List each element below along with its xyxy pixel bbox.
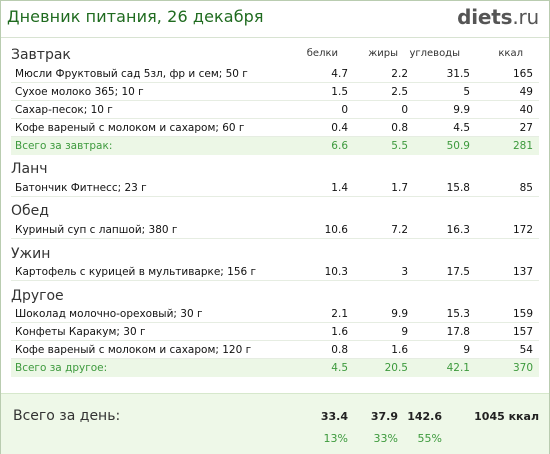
table-row: Кофе вареный с молоком и сахаром; 120 г … (11, 341, 539, 359)
fat-value: 9.9 (391, 308, 408, 320)
carbs-value: 17.5 (446, 266, 470, 278)
column-header-carbs: углеводы (409, 48, 460, 59)
protein-total: 6.6 (331, 140, 348, 152)
protein-value: 1.6 (331, 326, 348, 338)
day-fat-total: 37.9 (370, 410, 398, 423)
food-name: Кофе вареный с молоком и сахаром; 60 г (15, 122, 245, 134)
column-header-kcal: ккал (498, 48, 523, 59)
food-name: Конфеты Каракум; 30 г (15, 326, 146, 338)
kcal-value: 40 (519, 104, 533, 116)
fat-value: 3 (401, 266, 408, 278)
kcal-total: 370 (512, 362, 533, 374)
carbs-value: 5 (463, 86, 470, 98)
protein-value: 0.4 (331, 122, 348, 134)
fat-value: 1.6 (391, 344, 408, 356)
table-row: Куриный суп с лапшой; 380 г 10.6 7.2 16.… (11, 221, 539, 239)
logo-domain: .ru (512, 5, 539, 29)
food-name: Сухое молоко 365; 10 г (15, 86, 144, 98)
protein-value: 0 (341, 104, 348, 116)
kcal-value: 27 (519, 122, 533, 134)
day-protein-total: 33.4 (320, 410, 348, 423)
section-title-other: Другое (11, 288, 64, 304)
total-label: Всего за завтрак: (15, 140, 113, 152)
protein-total: 4.5 (331, 362, 348, 374)
protein-value: 1.4 (331, 182, 348, 194)
page-title: Дневник питания, 26 декабря (7, 7, 264, 26)
kcal-total: 281 (512, 140, 533, 152)
site-logo[interactable]: diets.ru (457, 5, 539, 29)
fat-value: 0.8 (391, 122, 408, 134)
carbs-value: 9 (463, 344, 470, 356)
carbs-value: 15.8 (446, 182, 470, 194)
day-carbs-percent: 55% (417, 432, 442, 445)
table-row: Батончик Фитнесс; 23 г 1.4 1.7 15.8 85 (11, 179, 539, 197)
food-name: Сахар-песок; 10 г (15, 104, 113, 116)
kcal-value: 85 (519, 182, 533, 194)
fat-total: 5.5 (391, 140, 408, 152)
food-name: Батончик Фитнесс; 23 г (15, 182, 147, 194)
kcal-value: 157 (512, 326, 533, 338)
food-name: Картофель с курицей в мультиварке; 156 г (15, 266, 257, 278)
day-fat-percent: 33% (373, 432, 398, 445)
section-title-lunch: Ланч (11, 161, 48, 177)
fat-value: 0 (401, 104, 408, 116)
kcal-value: 165 (512, 68, 533, 80)
table-row: Кофе вареный с молоком и сахаром; 60 г 0… (11, 119, 539, 137)
food-name: Шоколад молочно-ореховый; 30 г (15, 308, 203, 320)
carbs-total: 42.1 (446, 362, 470, 374)
column-header-protein: белки (306, 48, 338, 59)
table-row: Сахар-песок; 10 г 0 0 9.9 40 (11, 101, 539, 119)
column-header-fat: жиры (368, 48, 398, 59)
day-total-box: Всего за день: 33.4 37.9 142.6 1045 ккал… (1, 393, 549, 454)
kcal-value: 159 (512, 308, 533, 320)
section-total-row: Всего за другое: 4.5 20.5 42.1 370 (11, 359, 539, 377)
section-title-dinner: Обед (11, 203, 49, 219)
kcal-value: 172 (512, 224, 533, 236)
carbs-value: 15.3 (446, 308, 470, 320)
carbs-total: 50.9 (446, 140, 470, 152)
day-kcal-total: 1045 ккал (474, 410, 539, 423)
total-label: Всего за другое: (15, 362, 108, 374)
fat-value: 1.7 (391, 182, 408, 194)
carbs-value: 17.8 (446, 326, 470, 338)
kcal-value: 54 (519, 344, 533, 356)
table-row: Сухое молоко 365; 10 г 1.5 2.5 5 49 (11, 83, 539, 101)
table-row: Шоколад молочно-ореховый; 30 г 2.1 9.9 1… (11, 305, 539, 323)
carbs-value: 16.3 (446, 224, 470, 236)
food-name: Куриный суп с лапшой; 380 г (15, 224, 178, 236)
kcal-value: 137 (512, 266, 533, 278)
table-row: Мюсли Фруктовый сад 5зл, фр и сем; 50 г … (11, 65, 539, 83)
day-total-label: Всего за день: (13, 408, 121, 424)
protein-value: 10.6 (324, 224, 348, 236)
fat-value: 2.5 (391, 86, 408, 98)
protein-value: 10.3 (324, 266, 348, 278)
carbs-value: 4.5 (453, 122, 470, 134)
protein-value: 0.8 (331, 344, 348, 356)
day-carbs-total: 142.6 (407, 410, 442, 423)
section-title-supper: Ужин (11, 246, 51, 262)
carbs-value: 9.9 (453, 104, 470, 116)
fat-value: 2.2 (391, 68, 408, 80)
protein-value: 2.1 (331, 308, 348, 320)
fat-value: 7.2 (391, 224, 408, 236)
carbs-value: 31.5 (446, 68, 470, 80)
header-divider (1, 37, 549, 38)
kcal-value: 49 (519, 86, 533, 98)
table-row: Конфеты Каракум; 30 г 1.6 9 17.8 157 (11, 323, 539, 341)
protein-value: 1.5 (331, 86, 348, 98)
protein-value: 4.7 (331, 68, 348, 80)
fat-total: 20.5 (384, 362, 408, 374)
section-title-breakfast: Завтрак (11, 47, 71, 63)
section-total-row: Всего за завтрак: 6.6 5.5 50.9 281 (11, 137, 539, 155)
table-row: Картофель с курицей в мультиварке; 156 г… (11, 263, 539, 281)
fat-value: 9 (401, 326, 408, 338)
logo-main: diets (457, 5, 513, 29)
header: Дневник питания, 26 декабря diets.ru (1, 1, 549, 37)
day-protein-percent: 13% (323, 432, 348, 445)
food-name: Мюсли Фруктовый сад 5зл, фр и сем; 50 г (15, 68, 248, 80)
food-name: Кофе вареный с молоком и сахаром; 120 г (15, 344, 252, 356)
